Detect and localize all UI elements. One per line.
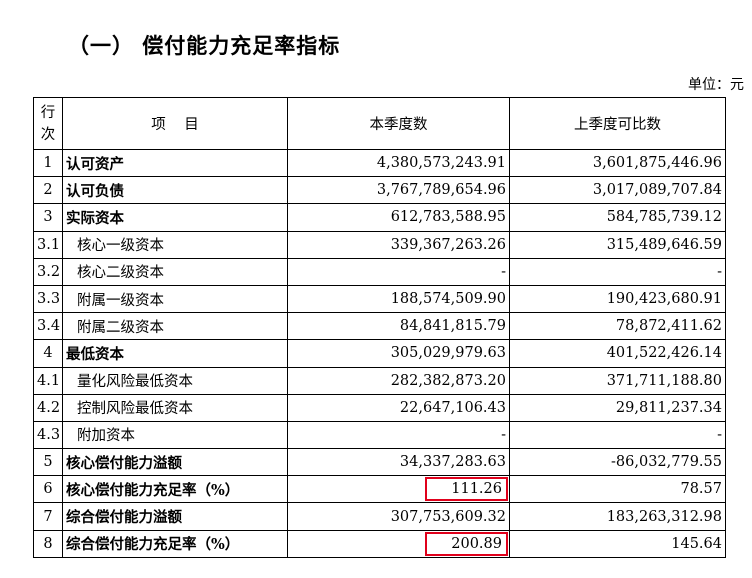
- row-number: 4.3: [33, 420, 63, 450]
- header-row-number: 行 次: [33, 97, 63, 150]
- previous-quarter-value: -86,032,779.55: [509, 448, 726, 477]
- highlighted-ratio-value: 111.26: [425, 477, 508, 502]
- row-label: 附属一级资本: [62, 284, 288, 314]
- previous-quarter-value: 401,522,426.14: [509, 339, 726, 368]
- solvency-table-body: 行 次 项 目 本季度数 上季度可比数 1 认可资产 4,380,573,243.9…: [33, 97, 726, 558]
- current-quarter-value: 34,337,283.63: [287, 448, 510, 477]
- table-row: 7 综合偿付能力溢额 307,753,609.32 183,263,312.98: [33, 502, 726, 531]
- row-label: 核心偿付能力溢额: [62, 448, 288, 477]
- previous-quarter-value: 3,601,875,446.96: [509, 148, 726, 178]
- row-number: 4.2: [33, 393, 63, 422]
- current-quarter-value: -: [287, 257, 510, 286]
- header-row-number-line2: 次: [40, 126, 56, 143]
- previous-quarter-value: 584,785,739.12: [509, 203, 726, 232]
- row-label: 综合偿付能力充足率（%）: [62, 529, 288, 558]
- row-number: 4: [33, 339, 63, 368]
- header-item: 项 目: [62, 97, 288, 150]
- table-row: 4.1 量化风险最低资本 282,382,873.20 371,711,188.80: [33, 366, 726, 395]
- previous-quarter-value: 371,711,188.80: [509, 366, 726, 395]
- current-quarter-value: 307,753,609.32: [287, 502, 510, 531]
- row-number: 7: [33, 502, 63, 531]
- row-label: 实际资本: [62, 203, 288, 232]
- previous-quarter-value: 145.64: [509, 529, 726, 558]
- row-number: 3.4: [33, 312, 63, 341]
- current-quarter-value: 84,841,815.79: [287, 312, 510, 341]
- row-label: 认可负债: [62, 176, 288, 205]
- row-label: 控制风险最低资本: [62, 393, 288, 422]
- table-row: 4.2 控制风险最低资本 22,647,106.43 29,811,237.34: [33, 393, 726, 422]
- table-row: 3.2 核心二级资本 - -: [33, 257, 726, 286]
- table-row: 3.3 附属一级资本 188,574,509.90 190,423,680.91: [33, 284, 726, 314]
- row-number: 3: [33, 203, 63, 232]
- row-label: 附属二级资本: [62, 312, 288, 341]
- table-header-row: 行 次 项 目 本季度数 上季度可比数: [33, 97, 726, 150]
- row-number: 3.3: [33, 284, 63, 314]
- row-number: 3.2: [33, 257, 63, 286]
- current-quarter-value: 4,380,573,243.91: [287, 148, 510, 178]
- current-quarter-value: 188,574,509.90: [287, 284, 510, 314]
- row-number: 5: [33, 448, 63, 477]
- row-label: 最低资本: [62, 339, 288, 368]
- row-label: 核心偿付能力充足率（%）: [62, 475, 288, 504]
- highlighted-ratio-value: 200.89: [425, 531, 508, 556]
- header-item-label: 项 目: [151, 117, 199, 133]
- row-label: 综合偿付能力溢额: [62, 502, 288, 531]
- current-quarter-value: 305,029,979.63: [287, 339, 510, 368]
- row-label: 核心二级资本: [62, 257, 288, 286]
- header-previous-quarter: 上季度可比数: [509, 97, 726, 150]
- current-quarter-value: 339,367,263.26: [287, 230, 510, 259]
- row-label: 认可资产: [62, 148, 288, 178]
- previous-quarter-value: 183,263,312.98: [509, 502, 726, 531]
- row-number: 6: [33, 475, 63, 504]
- current-quarter-value: 22,647,106.43: [287, 393, 510, 422]
- current-quarter-value: 200.89: [287, 529, 510, 558]
- current-quarter-value: -: [287, 420, 510, 450]
- previous-quarter-value: -: [509, 257, 726, 286]
- current-quarter-value: 612,783,588.95: [287, 203, 510, 232]
- row-number: 2: [33, 176, 63, 205]
- table-row: 6 核心偿付能力充足率（%） 111.26 78.57: [33, 475, 726, 504]
- previous-quarter-value: -: [509, 420, 726, 450]
- previous-quarter-value: 3,017,089,707.84: [509, 176, 726, 205]
- previous-quarter-value: 315,489,646.59: [509, 230, 726, 259]
- row-number: 8: [33, 529, 63, 558]
- row-label: 量化风险最低资本: [62, 366, 288, 395]
- table-row: 1 认可资产 4,380,573,243.91 3,601,875,446.96: [33, 148, 726, 178]
- table-row: 3.4 附属二级资本 84,841,815.79 78,872,411.62: [33, 312, 726, 341]
- row-label: 核心一级资本: [62, 230, 288, 259]
- table-row: 3 实际资本 612,783,588.95 584,785,739.12: [33, 203, 726, 232]
- header-current-quarter: 本季度数: [287, 97, 510, 150]
- table-row: 3.1 核心一级资本 339,367,263.26 315,489,646.59: [33, 230, 726, 259]
- table-row: 2 认可负债 3,767,789,654.96 3,017,089,707.84: [33, 176, 726, 205]
- table-row: 8 综合偿付能力充足率（%） 200.89 145.64: [33, 529, 726, 558]
- table-row: 5 核心偿付能力溢额 34,337,283.63 -86,032,779.55: [33, 448, 726, 477]
- previous-quarter-value: 29,811,237.34: [509, 393, 726, 422]
- current-quarter-value: 3,767,789,654.96: [287, 176, 510, 205]
- solvency-table: 行 次 项 目 本季度数 上季度可比数 1 认可资产 4,380,573,243.9…: [33, 97, 726, 558]
- table-row: 4 最低资本 305,029,979.63 401,522,426.14: [33, 339, 726, 368]
- previous-quarter-value: 190,423,680.91: [509, 284, 726, 314]
- previous-quarter-value: 78,872,411.62: [509, 312, 726, 341]
- previous-quarter-value: 78.57: [509, 475, 726, 504]
- header-row-number-line1: 行: [40, 104, 56, 121]
- current-quarter-value: 282,382,873.20: [287, 366, 510, 395]
- unit-label: 单位：元: [688, 77, 744, 93]
- row-number: 4.1: [33, 366, 63, 395]
- row-number: 1: [33, 148, 63, 178]
- row-label: 附加资本: [62, 420, 288, 450]
- section-heading: （一） 偿付能力充足率指标: [68, 34, 341, 58]
- table-row: 4.3 附加资本 - -: [33, 420, 726, 450]
- current-quarter-value: 111.26: [287, 475, 510, 504]
- row-number: 3.1: [33, 230, 63, 259]
